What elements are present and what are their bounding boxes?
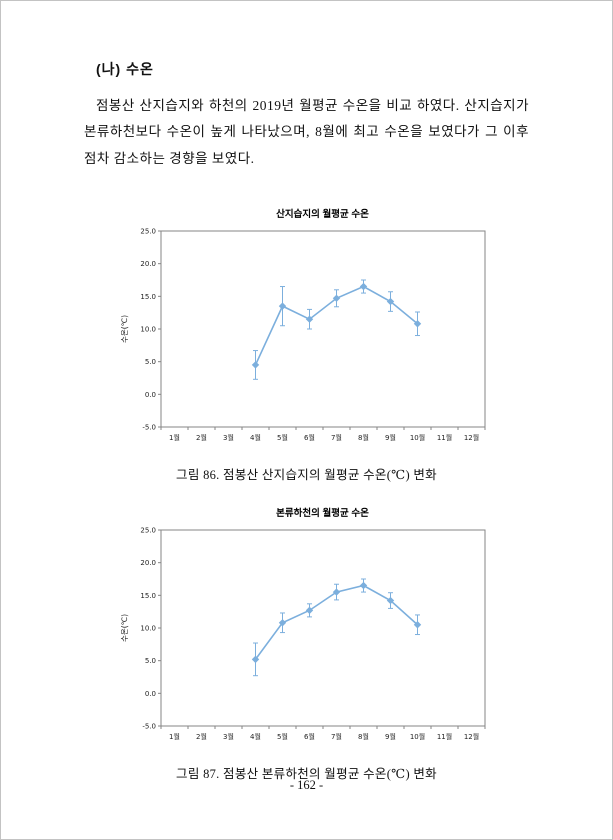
body-paragraph: 점봉산 산지습지와 하천의 2019년 월평균 수온을 비교 하였다. 산지습지… <box>84 98 529 166</box>
svg-text:6월: 6월 <box>304 732 315 741</box>
svg-text:0.0: 0.0 <box>144 391 155 399</box>
svg-text:4월: 4월 <box>250 433 261 442</box>
chart-canvas-stream: -5.0 0.0 5.0 10.0 15.0 20.0 25.0 1월 2월 3월 4월 5월 6월 7월… <box>117 522 497 754</box>
svg-text:12월: 12월 <box>463 732 478 741</box>
svg-text:10월: 10월 <box>409 433 424 442</box>
svg-text:10.0: 10.0 <box>140 325 156 333</box>
svg-text:12월: 12월 <box>463 433 478 442</box>
svg-text:8월: 8월 <box>358 433 369 442</box>
svg-text:3월: 3월 <box>223 732 234 741</box>
svg-text:9월: 9월 <box>385 433 396 442</box>
svg-text:7월: 7월 <box>331 433 342 442</box>
svg-text:수온(℃): 수온(℃) <box>120 614 129 642</box>
page-content: (나) 수온 점봉산 산지습지와 하천의 2019년 월평균 수온을 비교 하였… <box>1 1 612 782</box>
figure-caption-86: 그림 86. 점봉산 산지습지의 월평균 수온(℃) 변화 <box>176 467 437 482</box>
svg-text:5월: 5월 <box>277 433 288 442</box>
svg-text:10월: 10월 <box>409 732 424 741</box>
svg-text:20.0: 20.0 <box>140 260 156 268</box>
svg-text:0.0: 0.0 <box>144 690 155 698</box>
section-heading: (나) 수온 <box>96 61 154 77</box>
chart-canvas-wetland: -5.0 0.0 5.0 10.0 15.0 20.0 25.0 1월 2월 3월 4월 5월 6월 7월… <box>117 223 497 455</box>
svg-text:4월: 4월 <box>250 732 261 741</box>
svg-text:11월: 11월 <box>436 732 451 741</box>
svg-text:10.0: 10.0 <box>140 624 156 632</box>
page-number: - 162 - <box>289 778 324 792</box>
svg-text:5.0: 5.0 <box>144 358 155 366</box>
chart-title-stream: 본류하천의 월평균 수온 <box>276 507 369 519</box>
svg-text:25.0: 25.0 <box>140 227 156 235</box>
svg-text:3월: 3월 <box>223 433 234 442</box>
svg-text:2월: 2월 <box>196 433 207 442</box>
svg-text:-5.0: -5.0 <box>142 423 156 431</box>
svg-text:1월: 1월 <box>169 732 180 741</box>
chart-title-wetland: 산지습지의 월평균 수온 <box>276 208 369 220</box>
svg-text:-5.0: -5.0 <box>142 722 156 730</box>
svg-text:20.0: 20.0 <box>140 559 156 567</box>
svg-text:7월: 7월 <box>331 732 342 741</box>
svg-text:5월: 5월 <box>277 732 288 741</box>
svg-text:9월: 9월 <box>385 732 396 741</box>
svg-text:2월: 2월 <box>196 732 207 741</box>
svg-text:1월: 1월 <box>169 433 180 442</box>
figure-stream-temperature: 본류하천의 월평균 수온 -5.0 0.0 5.0 10.0 15.0 20.0 25.0 1… <box>117 505 497 782</box>
svg-text:25.0: 25.0 <box>140 526 156 534</box>
svg-text:11월: 11월 <box>436 433 451 442</box>
svg-text:15.0: 15.0 <box>140 592 156 600</box>
svg-text:수온(℃): 수온(℃) <box>120 315 129 343</box>
svg-text:5.0: 5.0 <box>144 657 155 665</box>
svg-text:6월: 6월 <box>304 433 315 442</box>
figure-caption-87: 그림 87. 점봉산 본류하천의 월평균 수온(℃) 변화 <box>176 766 437 781</box>
svg-text:15.0: 15.0 <box>140 293 156 301</box>
svg-text:8월: 8월 <box>358 732 369 741</box>
figure-wetland-temperature: 산지습지의 월평균 수온 -5.0 0.0 5.0 10.0 15.0 20.0 25.0 1… <box>117 206 497 483</box>
